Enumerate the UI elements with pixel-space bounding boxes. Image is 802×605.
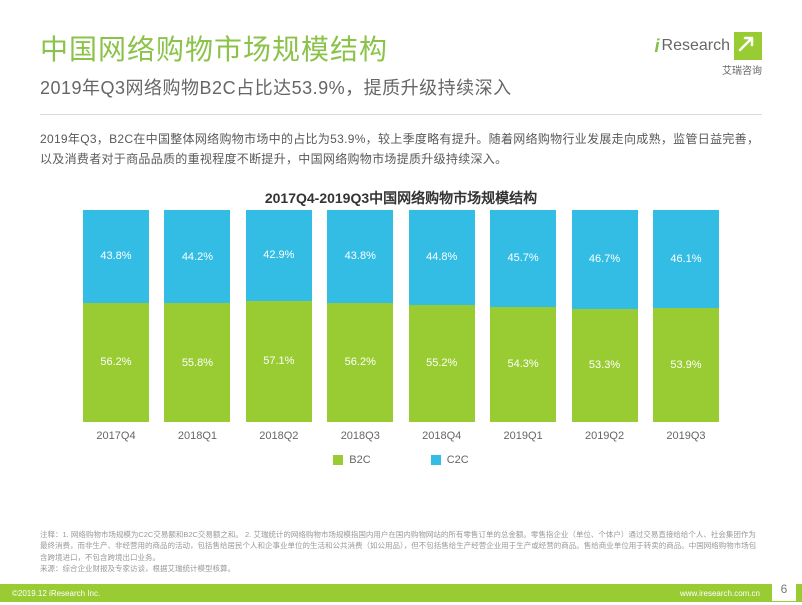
category-label: 2017Q4 xyxy=(96,430,135,442)
category-label: 2019Q2 xyxy=(585,430,624,442)
site-url: www.iresearch.com.cn xyxy=(680,589,760,598)
bar-column: 44.2%55.8% 2018Q1 xyxy=(162,210,232,442)
legend-swatch xyxy=(333,455,343,465)
category-label: 2018Q4 xyxy=(422,430,461,442)
page-title: 中国网络购物市场规模结构 xyxy=(40,28,655,68)
bar-segment-c2c: 43.8% xyxy=(327,210,393,303)
bar-segment-b2c: 56.2% xyxy=(327,303,393,422)
category-label: 2018Q3 xyxy=(341,430,380,442)
legend-label: B2C xyxy=(349,454,370,466)
logo-cn: 艾瑞咨询 xyxy=(655,62,763,77)
chart-legend: B2C C2C xyxy=(81,454,721,466)
bar-column: 46.7%53.3% 2019Q2 xyxy=(570,210,640,442)
bar-segment-b2c: 56.2% xyxy=(83,303,149,422)
bar-column: 46.1%53.9% 2019Q3 xyxy=(651,210,721,442)
footer-bar: ©2019.12 iResearch Inc. www.iresearch.co… xyxy=(0,584,802,602)
bar-segment-b2c: 57.1% xyxy=(246,301,312,422)
logo-arrow-icon xyxy=(734,32,762,60)
bar-column: 42.9%57.1% 2018Q2 xyxy=(244,210,314,442)
category-label: 2018Q2 xyxy=(259,430,298,442)
logo-i: i xyxy=(655,36,660,57)
bar-segment-c2c: 43.8% xyxy=(83,210,149,303)
legend-swatch xyxy=(431,455,441,465)
category-label: 2019Q1 xyxy=(504,430,543,442)
bar-segment-c2c: 44.8% xyxy=(409,210,475,305)
logo-text: Research xyxy=(662,37,730,55)
bar-segment-b2c: 53.9% xyxy=(653,308,719,422)
bar-column: 45.7%54.3% 2019Q1 xyxy=(488,210,558,442)
footnote: 注释：1. 网络购物市场规模为C2C交易额和B2C交易额之和。 2. 艾瑞统计的… xyxy=(40,529,762,574)
legend-item: C2C xyxy=(431,454,469,466)
legend-label: C2C xyxy=(447,454,469,466)
body-paragraph: 2019年Q3，B2C在中国整体网络购物市场中的占比为53.9%，较上季度略有提… xyxy=(0,115,802,170)
bar-segment-c2c: 46.1% xyxy=(653,210,719,308)
bar-segment-b2c: 53.3% xyxy=(572,309,638,422)
brand-logo: i Research 艾瑞咨询 xyxy=(655,28,763,77)
chart-title: 2017Q4-2019Q3中国网络购物市场规模结构 xyxy=(0,188,802,208)
bar-segment-c2c: 46.7% xyxy=(572,210,638,309)
bar-segment-b2c: 55.2% xyxy=(409,305,475,422)
bar-segment-b2c: 54.3% xyxy=(490,307,556,422)
category-label: 2018Q1 xyxy=(178,430,217,442)
page-subtitle: 2019年Q3网络购物B2C占比达53.9%，提质升级持续深入 xyxy=(40,74,655,100)
bar-segment-c2c: 44.2% xyxy=(164,210,230,304)
bar-column: 44.8%55.2% 2018Q4 xyxy=(407,210,477,442)
bar-segment-c2c: 45.7% xyxy=(490,210,556,307)
bar-segment-b2c: 55.8% xyxy=(164,303,230,421)
category-label: 2019Q3 xyxy=(666,430,705,442)
page-number: 6 xyxy=(772,577,796,601)
bar-column: 43.8%56.2% 2018Q3 xyxy=(325,210,395,442)
bar-column: 43.8%56.2% 2017Q4 xyxy=(81,210,151,442)
stacked-bar-chart: 43.8%56.2%2017Q444.2%55.8%2018Q142.9%57.… xyxy=(81,222,721,466)
bar-segment-c2c: 42.9% xyxy=(246,210,312,301)
legend-item: B2C xyxy=(333,454,370,466)
copyright: ©2019.12 iResearch Inc. xyxy=(12,589,100,598)
